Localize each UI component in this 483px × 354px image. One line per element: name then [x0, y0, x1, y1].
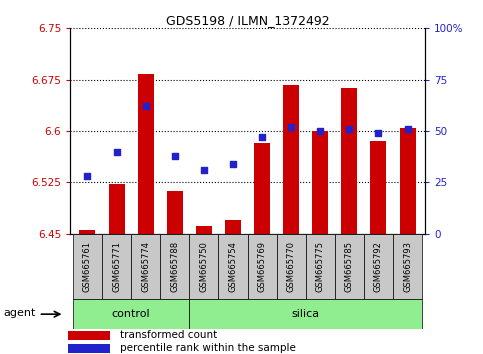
Bar — [196, 226, 212, 234]
Bar — [167, 191, 183, 234]
FancyBboxPatch shape — [306, 234, 335, 299]
FancyBboxPatch shape — [189, 234, 218, 299]
Point — [287, 124, 295, 130]
Text: GSM665775: GSM665775 — [316, 241, 325, 292]
Point — [404, 126, 412, 132]
Text: transformed count: transformed count — [120, 330, 217, 341]
Text: agent: agent — [3, 308, 36, 318]
Text: GSM665792: GSM665792 — [374, 241, 383, 292]
FancyBboxPatch shape — [393, 234, 422, 299]
Point — [142, 103, 150, 109]
Point — [375, 130, 383, 136]
Text: control: control — [112, 309, 151, 319]
FancyBboxPatch shape — [131, 234, 160, 299]
Bar — [68, 331, 110, 340]
Point — [229, 161, 237, 167]
Bar — [80, 230, 96, 234]
Bar — [109, 184, 125, 234]
FancyBboxPatch shape — [248, 234, 277, 299]
Text: GSM665774: GSM665774 — [141, 241, 150, 292]
Point — [258, 134, 266, 140]
Text: percentile rank within the sample: percentile rank within the sample — [120, 343, 296, 353]
FancyBboxPatch shape — [218, 234, 248, 299]
Title: GDS5198 / ILMN_1372492: GDS5198 / ILMN_1372492 — [166, 14, 329, 27]
Text: GSM665788: GSM665788 — [170, 241, 179, 292]
Bar — [399, 127, 415, 234]
FancyBboxPatch shape — [277, 234, 306, 299]
Text: GSM665750: GSM665750 — [199, 241, 208, 292]
Point — [171, 153, 179, 159]
FancyBboxPatch shape — [102, 234, 131, 299]
Text: GSM665771: GSM665771 — [112, 241, 121, 292]
Bar — [370, 141, 386, 234]
Text: GSM665754: GSM665754 — [228, 241, 238, 292]
Point — [84, 173, 91, 179]
Text: GSM665793: GSM665793 — [403, 241, 412, 292]
FancyBboxPatch shape — [73, 299, 189, 329]
Bar — [283, 85, 299, 234]
Point — [345, 126, 353, 132]
Point — [316, 128, 324, 134]
Point — [113, 149, 120, 154]
Text: GSM665761: GSM665761 — [83, 241, 92, 292]
FancyBboxPatch shape — [189, 299, 422, 329]
Bar — [313, 131, 328, 234]
Bar — [254, 143, 270, 234]
FancyBboxPatch shape — [364, 234, 393, 299]
Point — [200, 167, 208, 173]
FancyBboxPatch shape — [335, 234, 364, 299]
FancyBboxPatch shape — [73, 234, 102, 299]
Text: GSM665770: GSM665770 — [287, 241, 296, 292]
Bar — [341, 88, 357, 234]
Bar — [68, 344, 110, 353]
Bar — [225, 220, 241, 234]
Text: GSM665769: GSM665769 — [257, 241, 267, 292]
Bar — [138, 74, 154, 234]
FancyBboxPatch shape — [160, 234, 189, 299]
Text: GSM665785: GSM665785 — [345, 241, 354, 292]
Text: silica: silica — [292, 309, 320, 319]
